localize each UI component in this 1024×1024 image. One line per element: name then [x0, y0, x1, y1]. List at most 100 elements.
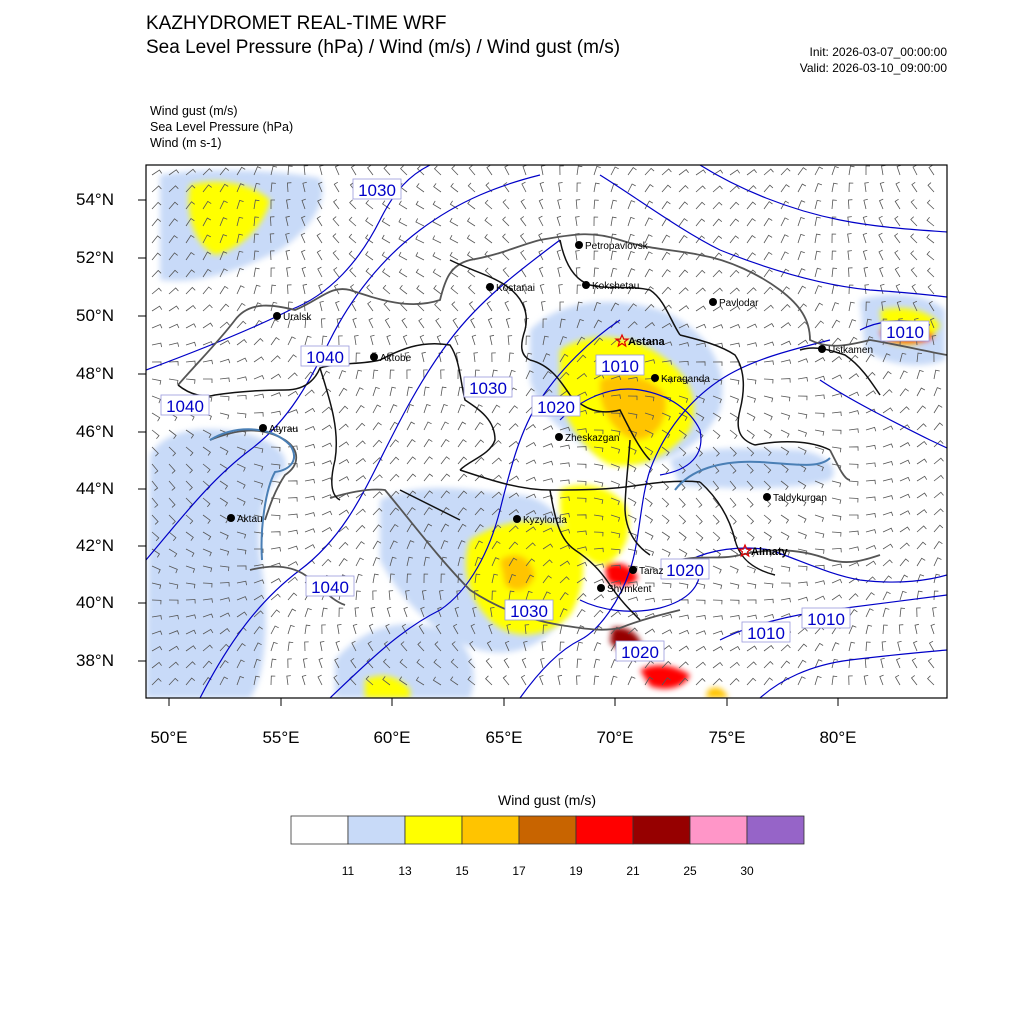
isobar-label-box — [463, 376, 513, 398]
city-dot-icon — [629, 566, 637, 574]
lon-tick-label: 60°E — [373, 728, 411, 747]
lon-tick-label: 70°E — [596, 728, 634, 747]
lon-tick-label: 80°E — [819, 728, 857, 747]
isobar-label: 1030 — [510, 602, 548, 621]
city-dot-icon — [763, 493, 771, 501]
city-dot-icon — [555, 433, 563, 441]
lat-tick-label: 40°N — [76, 593, 114, 612]
city-label: Zheskazgan — [565, 433, 619, 444]
isobar-label-box — [300, 345, 350, 367]
city-label: Aktobe — [380, 353, 412, 364]
colorbar-swatch — [632, 815, 691, 845]
lat-tick-label: 46°N — [76, 422, 114, 441]
isobar-label-box — [880, 320, 930, 342]
colorbar-label: 13 — [398, 864, 412, 878]
valid-time: Valid: 2026-03-10_09:00:00 — [799, 61, 947, 75]
colorbar-swatch — [689, 815, 748, 845]
isobar-label-box — [531, 395, 581, 417]
isobar-label-box — [504, 599, 554, 621]
isobar-label-box — [352, 178, 402, 200]
lat-tick-label: 44°N — [76, 479, 114, 498]
isobar-label: 1010 — [747, 624, 785, 643]
isobar-label-box — [615, 640, 665, 662]
city-label: Kyzylorda — [523, 515, 567, 526]
city-label: Aktau — [237, 514, 263, 525]
map-title: KAZHYDROMET REAL-TIME WRF — [146, 13, 447, 34]
lon-tick-label: 55°E — [262, 728, 300, 747]
city-label: Petropavlovsk — [585, 241, 649, 252]
isobar-label: 1010 — [807, 610, 845, 629]
colorbar-swatch — [461, 815, 520, 845]
isobar-label: 1040 — [166, 397, 204, 416]
isobar-label: 1030 — [358, 181, 396, 200]
city-label: Taldykurgan — [773, 493, 827, 504]
city-dot-icon — [582, 281, 590, 289]
isobar-label-box — [660, 558, 710, 580]
layer-wind: Wind (m s-1) — [150, 136, 222, 150]
city-dot-icon — [259, 424, 267, 432]
isobar-label-box — [741, 621, 791, 643]
city-dot-icon — [597, 584, 605, 592]
city-label: Kokshetau — [592, 281, 639, 292]
caspian-coastline — [209, 428, 295, 561]
layer-wind-gust: Wind gust (m/s) — [150, 104, 238, 118]
colorbar-swatch — [404, 815, 463, 845]
colorbar-swatch — [746, 815, 805, 845]
city-label: Kostanai — [496, 283, 535, 294]
city-dot-icon — [513, 515, 521, 523]
isobar-label: 1020 — [666, 561, 704, 580]
city-label: Shymkent — [607, 584, 652, 595]
isobar-label: 1030 — [469, 379, 507, 398]
region-borders — [177, 239, 881, 621]
city-label: Ustkamen — [828, 345, 873, 356]
colorbar-title: Wind gust (m/s) — [497, 792, 596, 808]
city-dot-icon — [709, 298, 717, 306]
colorbar-label: 19 — [569, 864, 583, 878]
colorbar-label: 25 — [683, 864, 697, 878]
city-label: Taraz — [639, 566, 663, 577]
colorbar-swatch — [290, 815, 349, 845]
isobar-label: 1040 — [311, 578, 349, 597]
colorbar — [290, 815, 805, 845]
city-dot-icon — [273, 312, 281, 320]
layer-list: Wind gust (m/s) Sea Level Pressure (hPa)… — [150, 103, 293, 151]
capital-star-icon — [614, 333, 630, 348]
isobar-label: 1020 — [537, 398, 575, 417]
city-dot-icon — [818, 345, 826, 353]
city-label: Astana — [628, 336, 666, 348]
city-dot-icon — [370, 353, 378, 361]
lon-tick-label: 65°E — [485, 728, 523, 747]
city-label: Almaty — [751, 546, 789, 558]
colorbar-label: 11 — [341, 864, 355, 878]
isobar-label-box — [305, 575, 355, 597]
colorbar-label: 17 — [512, 864, 526, 878]
colorbar-swatch — [347, 815, 406, 845]
isobar-label: 1010 — [601, 357, 639, 376]
lat-tick-label: 48°N — [76, 364, 114, 383]
lat-tick-label: 42°N — [76, 536, 114, 555]
isobar-label: 1040 — [306, 348, 344, 367]
map-subtitle: Sea Level Pressure (hPa) / Wind (m/s) / … — [146, 37, 621, 58]
country-borders — [177, 233, 947, 631]
colorbar-swatch — [575, 815, 634, 845]
colorbar-label: 30 — [740, 864, 754, 878]
isobar-labels: 1030 1040 1040 1030 1010 1020 1040 1030 1020 1020… — [160, 178, 930, 662]
isobar-label: 1020 — [621, 643, 659, 662]
city-label: Karaganda — [661, 374, 710, 385]
lon-tick-label: 75°E — [708, 728, 746, 747]
city-dot-icon — [575, 241, 583, 249]
city-dot-icon — [227, 514, 235, 522]
city-label: Atyrau — [269, 424, 298, 435]
layer-sea-level-pressure: Sea Level Pressure (hPa) — [150, 120, 294, 134]
isobar-label-box — [801, 607, 851, 629]
city-label: Uralsk — [283, 312, 312, 323]
city-dot-icon — [486, 283, 494, 291]
init-time: Init: 2026-03-07_00:00:00 — [809, 45, 947, 59]
lat-tick-label: 54°N — [76, 190, 114, 209]
city-markers: Petropavlovsk Kostanai Kokshetau Pavlodar Ur… — [227, 241, 873, 595]
balkhash-coastline — [674, 457, 831, 491]
lon-tick-label: 50°E — [150, 728, 188, 747]
lat-tick-label: 52°N — [76, 248, 114, 267]
colorbar-swatch — [518, 815, 577, 845]
